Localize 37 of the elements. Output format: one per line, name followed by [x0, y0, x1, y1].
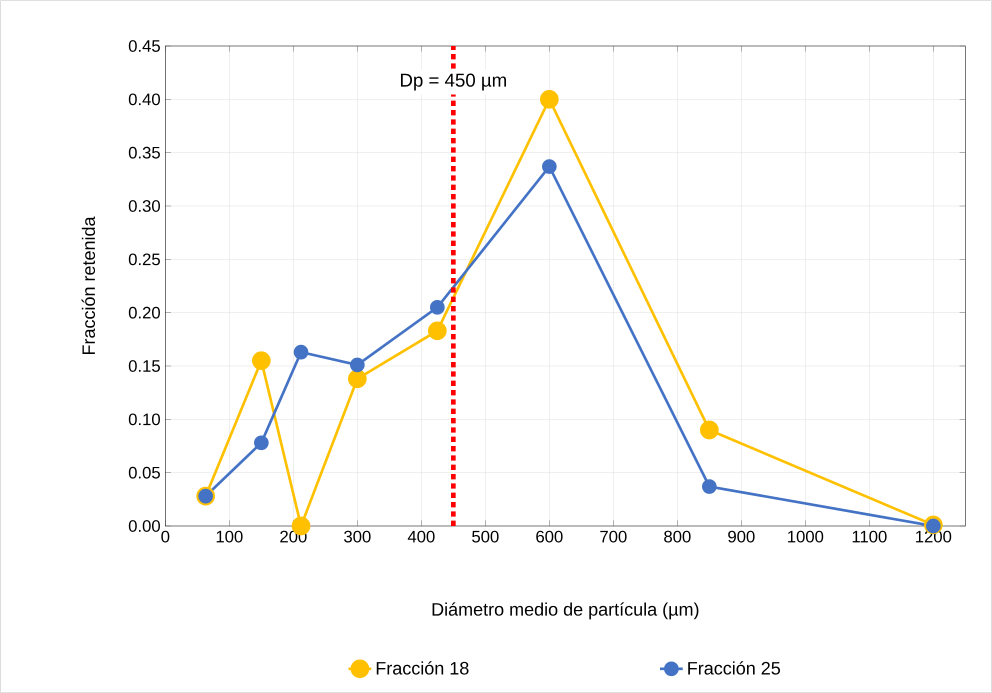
x-axis-title: Diámetro medio de partícula (µm)	[432, 602, 698, 620]
point	[700, 420, 719, 440]
point	[542, 159, 557, 174]
point	[294, 344, 308, 360]
y-tick-label: 0.30	[128, 200, 160, 212]
point	[254, 435, 269, 450]
point	[702, 479, 717, 494]
point	[350, 357, 365, 372]
ref-line-label: Dp = 450 µm	[400, 73, 506, 90]
y-tick-label: 0.10	[128, 413, 160, 426]
x-tick-label: 600	[536, 530, 563, 542]
x-tick-label: 300	[344, 530, 371, 542]
x-tick-label: 400	[408, 530, 435, 542]
y-tick-label: 0.20	[128, 306, 160, 318]
x-tick-label: 1000	[788, 530, 824, 542]
point	[348, 369, 367, 388]
x-tick-label: 0	[161, 530, 170, 542]
y-tick-label: 0.25	[128, 253, 160, 266]
x-tick-label: 700	[600, 530, 627, 542]
y-tick-label: 0.35	[128, 146, 160, 158]
x-tick-label: 100	[216, 530, 243, 542]
y-axis-title: Fracción retenida	[82, 216, 96, 354]
x-tick-label: 500	[472, 530, 499, 542]
y-tick-label: 0.00	[128, 520, 160, 532]
y-tick-label: 0.15	[128, 360, 160, 372]
point	[252, 351, 271, 370]
x-tick-label: 1100	[852, 530, 887, 542]
y-tick-label: 0.45	[128, 40, 160, 52]
legend-label: Fracción 18	[376, 661, 469, 674]
x-tick-label: 800	[664, 530, 691, 542]
y-tick-label: 0.05	[128, 466, 160, 478]
point	[540, 90, 559, 109]
point	[430, 300, 445, 315]
x-tick-label: 900	[728, 530, 755, 542]
legend-label: Fracción 25	[688, 661, 780, 674]
point	[428, 321, 447, 340]
y-tick-label: 0.40	[128, 93, 160, 106]
